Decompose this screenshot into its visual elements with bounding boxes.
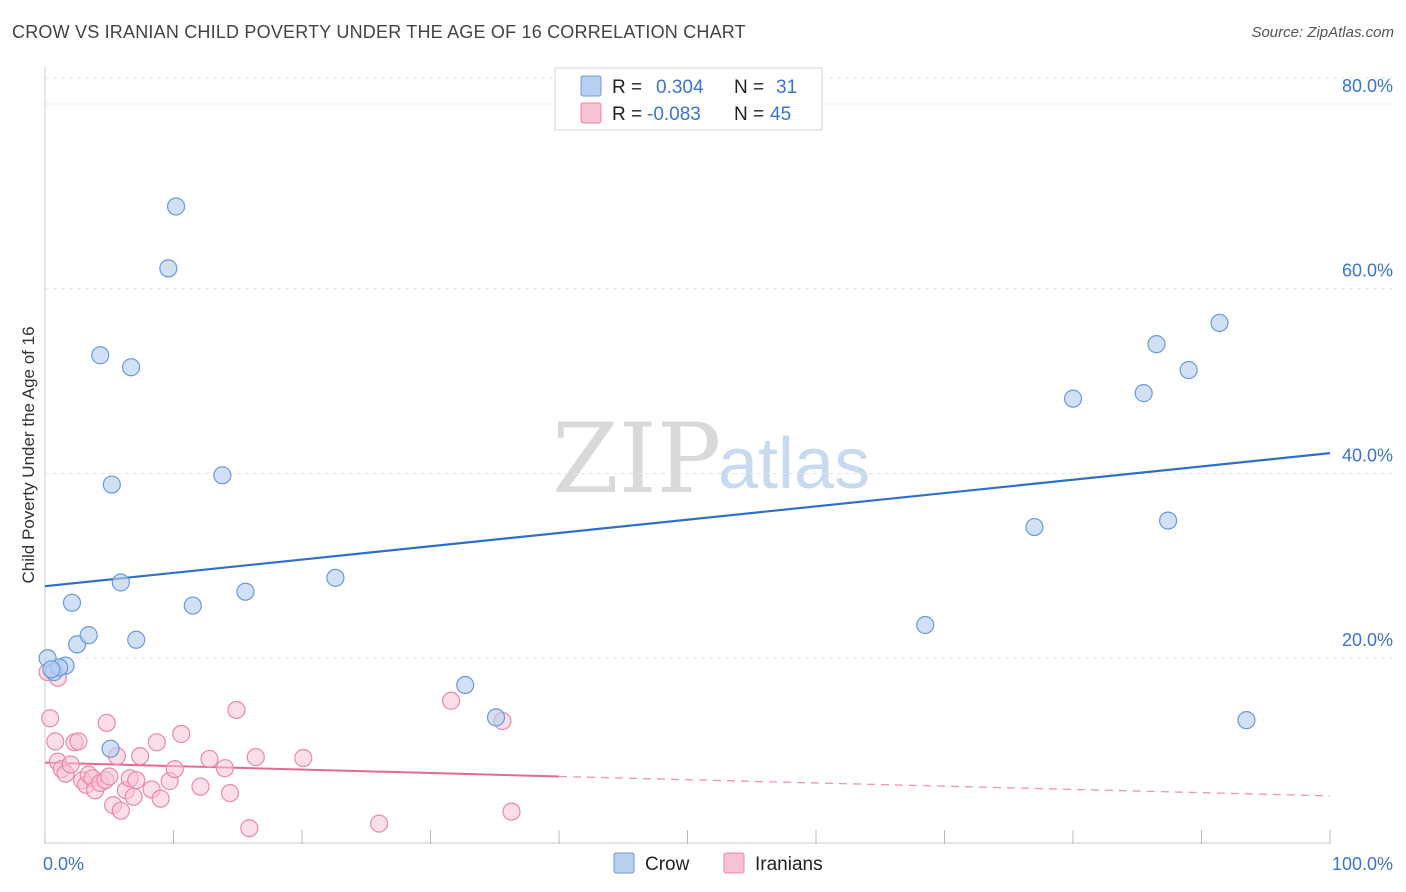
iranians-point <box>97 713 116 733</box>
legend-crow-n-label: N = <box>734 77 764 98</box>
iranians-point <box>100 767 119 786</box>
axes: 20.0% 40.0% 60.0% 80.0% 0.0% 100.0% <box>43 67 1393 874</box>
legend-crow-r-label: R = <box>612 77 642 98</box>
iranians-point <box>151 789 170 808</box>
crow-point <box>102 475 121 494</box>
crow-point <box>121 358 141 377</box>
crow-point <box>127 630 146 649</box>
legend-iranians-r-value: -0.083 <box>647 104 701 125</box>
crow-point <box>1158 511 1178 530</box>
legend-swatch-crow <box>580 75 602 97</box>
x-tick-label-min: 0.0% <box>43 854 84 874</box>
crow-point <box>1063 389 1083 408</box>
crow-point <box>236 582 255 601</box>
legend-crow-r-value: 0.304 <box>656 77 704 98</box>
crow-point <box>1179 360 1198 380</box>
source-label: Source: ZipAtlas.com <box>1251 24 1394 41</box>
crow-point <box>91 346 110 365</box>
bottom-legend-iranians-label: Iranians <box>755 854 823 875</box>
iranians-point <box>46 732 65 751</box>
crow-point <box>111 573 130 592</box>
iranians-point <box>147 733 166 752</box>
iranians-point <box>61 755 80 774</box>
legend-iranians-r-label: R = <box>612 104 642 125</box>
bottom-legend-crow-label: Crow <box>645 854 690 875</box>
crow-point <box>159 259 178 278</box>
iranians-point <box>191 777 210 796</box>
data-points <box>38 197 1256 838</box>
crow-point <box>213 466 232 485</box>
iranians-point <box>130 747 150 766</box>
series-legend: Crow Iranians <box>613 852 823 875</box>
iranians-point <box>246 747 265 767</box>
iranians-point <box>127 771 146 790</box>
crow-point <box>1210 313 1229 332</box>
crow-point <box>916 615 935 635</box>
iranians-point <box>227 700 246 720</box>
y-tick-label: 80.0% <box>1342 76 1393 96</box>
iranians-point <box>124 787 143 806</box>
watermark-atlas: atlas <box>718 424 870 504</box>
iranians-point <box>502 802 521 821</box>
legend-crow-n-value: 31 <box>776 77 797 98</box>
iranians-trend-line <box>44 761 560 778</box>
iranians-point <box>172 724 191 744</box>
correlation-legend: R = 0.304 N = 31 R = -0.083 N = 45 <box>554 67 823 131</box>
y-axis-label: Child Poverty Under the Age of 16 <box>19 326 38 583</box>
bottom-legend-swatch-iranians <box>723 852 745 874</box>
crow-point <box>101 739 120 758</box>
iranians-point <box>69 732 88 751</box>
iranians-point <box>240 819 259 838</box>
watermark-zip: ZIP <box>552 403 721 515</box>
iranians-point <box>111 801 130 820</box>
crow-trend-line <box>44 452 1331 588</box>
legend-iranians-n-value: 45 <box>770 104 791 125</box>
crow-point <box>1025 517 1044 537</box>
crow-point <box>42 660 61 679</box>
iranians-trend-line-extrapolated <box>558 775 1331 797</box>
chart-title: CROW VS IRANIAN CHILD POVERTY UNDER THE … <box>12 22 746 42</box>
bottom-legend-swatch-crow <box>613 852 635 874</box>
crow-point <box>183 596 202 615</box>
iranians-point <box>41 709 60 728</box>
crow-point <box>1134 384 1153 403</box>
legend-swatch-iranians <box>580 102 602 124</box>
legend-iranians-n-label: N = <box>734 104 764 125</box>
iranians-point <box>294 748 313 768</box>
y-tick-label: 20.0% <box>1342 630 1393 650</box>
crow-point <box>326 568 345 587</box>
iranians-point <box>215 759 234 778</box>
crow-point <box>486 708 506 727</box>
y-tick-label: 40.0% <box>1342 445 1393 465</box>
iranians-point <box>220 784 240 803</box>
iranians-point <box>370 814 389 833</box>
crow-point <box>79 626 98 645</box>
crow-point <box>62 593 82 612</box>
iranians-point <box>165 759 184 779</box>
y-tick-label: 60.0% <box>1342 261 1393 281</box>
crow-point <box>1147 335 1166 354</box>
crow-point <box>456 675 475 695</box>
crow-point <box>1237 711 1256 730</box>
iranians-point <box>441 691 461 710</box>
crow-point <box>166 197 186 216</box>
trend-lines <box>44 452 1331 797</box>
iranians-point <box>200 749 219 769</box>
x-tick-label-max: 100.0% <box>1332 854 1393 874</box>
